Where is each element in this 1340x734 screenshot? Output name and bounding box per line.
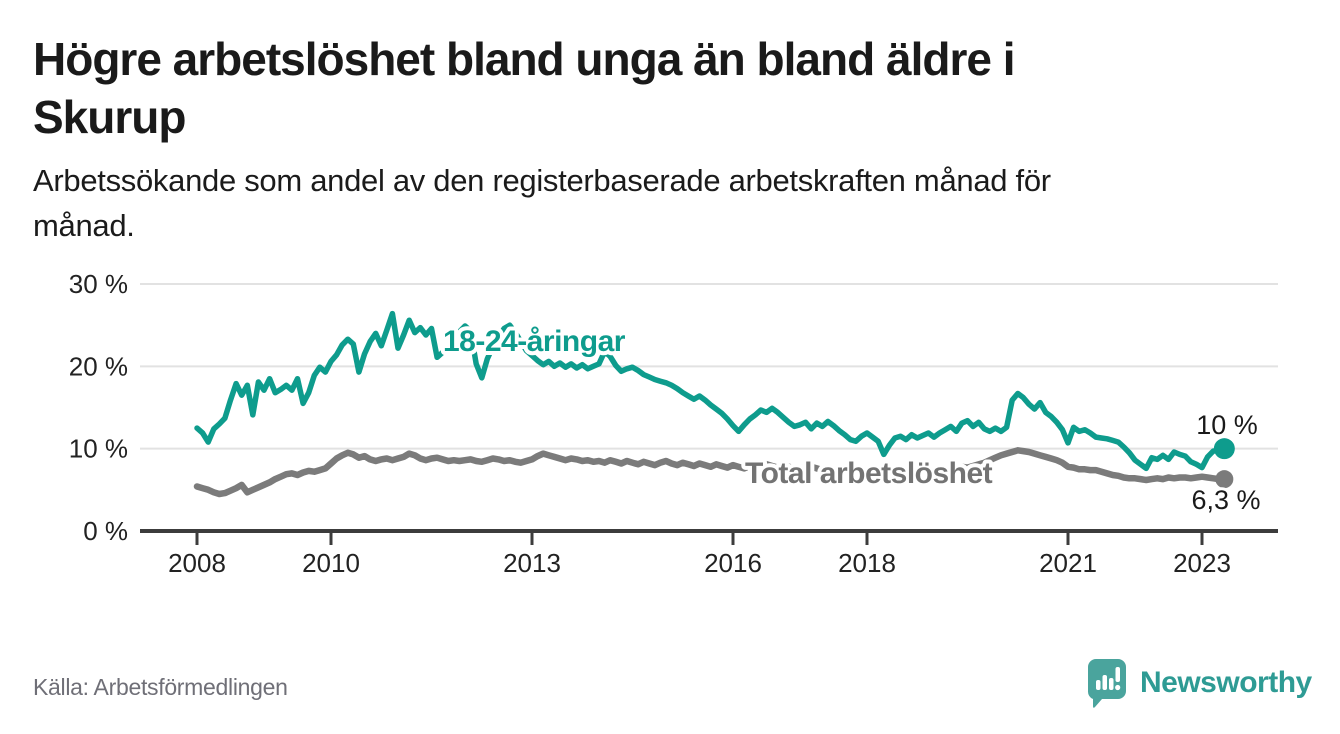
- y-axis-label: 30 %: [69, 269, 128, 299]
- bar-1: [1096, 680, 1101, 690]
- series-line-youth: [194, 310, 1228, 472]
- series-end-dot-youth: [1213, 438, 1235, 460]
- subtitle-line-2: månad.: [33, 208, 135, 243]
- newsworthy-logo-icon: [1087, 659, 1126, 708]
- x-tick-label: 2016: [704, 548, 762, 578]
- y-axis-label: 20 %: [69, 351, 128, 381]
- brand-lockup: Newsworthy: [1087, 658, 1312, 708]
- series-label-youth: 18-24-åringar: [443, 325, 626, 358]
- series-line-total: [193, 447, 1228, 498]
- brand-name: Newsworthy: [1140, 666, 1312, 699]
- bar-2: [1102, 675, 1107, 690]
- chart-subtitle: Arbetssökande som andel av den registerb…: [33, 158, 1273, 248]
- subtitle-line-1: Arbetssökande som andel av den registerb…: [33, 163, 1051, 198]
- end-value-label-youth: 10 %: [1196, 410, 1258, 440]
- x-tick-label: 2018: [838, 548, 896, 578]
- x-tick-label: 2021: [1039, 548, 1097, 578]
- series-end-dot-total: [1215, 470, 1234, 489]
- page-title: Högre arbetslöshet bland unga än bland ä…: [33, 30, 1303, 146]
- y-axis-label: 10 %: [69, 434, 128, 464]
- x-tick-label: 2013: [503, 548, 561, 578]
- bar-3: [1109, 678, 1114, 690]
- exclamation-stem: [1115, 667, 1120, 682]
- x-tick-label: 2023: [1173, 548, 1231, 578]
- source-note: Källa: Arbetsförmedlingen: [33, 674, 288, 700]
- series-label-total: Total arbetslöshet: [745, 457, 993, 490]
- title-line-1: Högre arbetslöshet bland unga än bland ä…: [33, 33, 1016, 85]
- end-value-label-total: 6,3 %: [1191, 485, 1260, 515]
- x-tick-label: 2010: [302, 548, 360, 578]
- x-tick-label: 2008: [168, 548, 226, 578]
- exclamation-dot: [1115, 684, 1121, 691]
- title-line-2: Skurup: [33, 91, 186, 143]
- y-axis-label: 0 %: [83, 516, 128, 546]
